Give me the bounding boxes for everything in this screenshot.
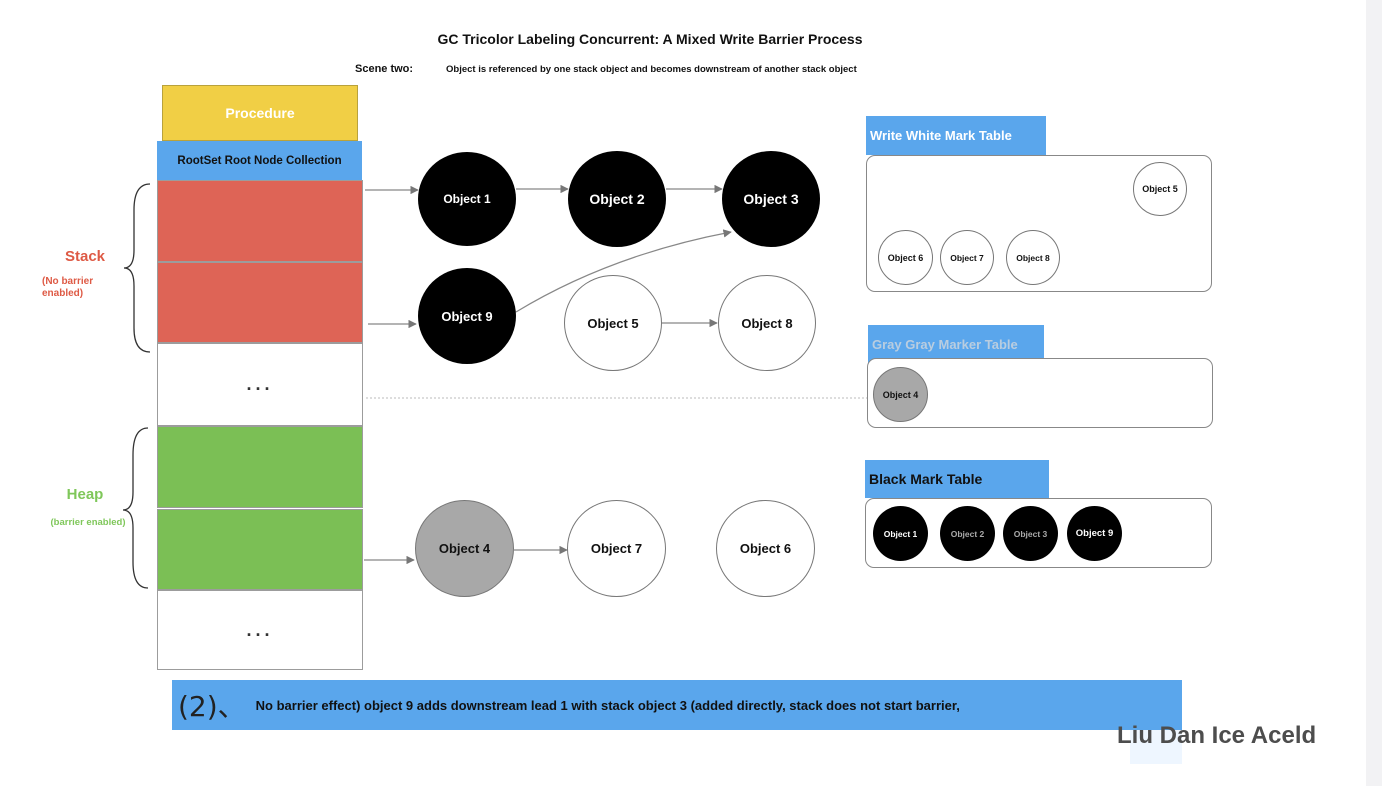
white-table-object-6: Object 6 <box>878 230 933 285</box>
stack-slot-2 <box>157 262 363 343</box>
heap-slot-1 <box>157 426 363 508</box>
white-table-object-8: Object 8 <box>1006 230 1060 285</box>
heap-slot-2 <box>157 509 363 590</box>
node-object-9: Object 9 <box>418 268 516 364</box>
caption-tail <box>1130 730 1182 764</box>
scene-description: Object is referenced by one stack object… <box>446 64 857 75</box>
black-table-object-9: Object 9 <box>1067 506 1122 561</box>
black-table-object-1: Object 1 <box>873 506 928 561</box>
gray-table-header: Gray Gray Marker Table <box>868 325 1044 363</box>
white-table-object-5: Object 5 <box>1133 162 1187 216</box>
scene-label: Scene two: <box>355 63 414 75</box>
heap-brace <box>122 427 149 589</box>
arrow-object-9-to-object-3 <box>515 229 732 313</box>
black-table-header: Black Mark Table <box>865 460 1049 498</box>
stack-ellipsis: ... <box>157 343 363 426</box>
node-object-2: Object 2 <box>568 151 666 247</box>
rootset-header: RootSet Root Node Collection <box>157 141 362 180</box>
node-object-4: Object 4 <box>415 500 514 597</box>
diagram-title: GC Tricolor Labeling Concurrent: A Mixed… <box>437 31 863 47</box>
stack-slot-1 <box>157 180 363 262</box>
node-object-6: Object 6 <box>716 500 815 597</box>
black-table-object-2: Object 2 <box>940 506 995 561</box>
stack-brace <box>123 183 151 353</box>
stack-label: Stack <box>64 248 106 265</box>
procedure-box: Procedure <box>162 85 358 141</box>
stack-sublabel: (No barrier enabled) <box>42 276 94 299</box>
black-table-object-3: Object 3 <box>1003 506 1058 561</box>
caption-step-number: (2)、 <box>178 690 246 723</box>
node-object-5: Object 5 <box>564 275 662 371</box>
node-object-1: Object 1 <box>418 152 516 246</box>
node-object-7: Object 7 <box>567 500 666 597</box>
gray-table-object-4: Object 4 <box>873 367 928 422</box>
heap-sublabel: (barrier enabled) <box>50 517 126 528</box>
heap-label: Heap <box>66 486 104 503</box>
caption-text: No barrier effect) object 9 adds downstr… <box>255 697 960 713</box>
author-watermark: Liu Dan Ice Aceld <box>1117 722 1317 749</box>
node-object-3: Object 3 <box>722 151 820 247</box>
heap-ellipsis: ... <box>157 590 363 670</box>
white-table-object-7: Object 7 <box>940 230 994 285</box>
caption-bar: (2)、 No barrier effect) object 9 adds do… <box>172 680 1182 730</box>
window-edge <box>1366 0 1382 786</box>
node-object-8: Object 8 <box>718 275 816 371</box>
white-table-header: Write White Mark Table <box>866 116 1046 155</box>
